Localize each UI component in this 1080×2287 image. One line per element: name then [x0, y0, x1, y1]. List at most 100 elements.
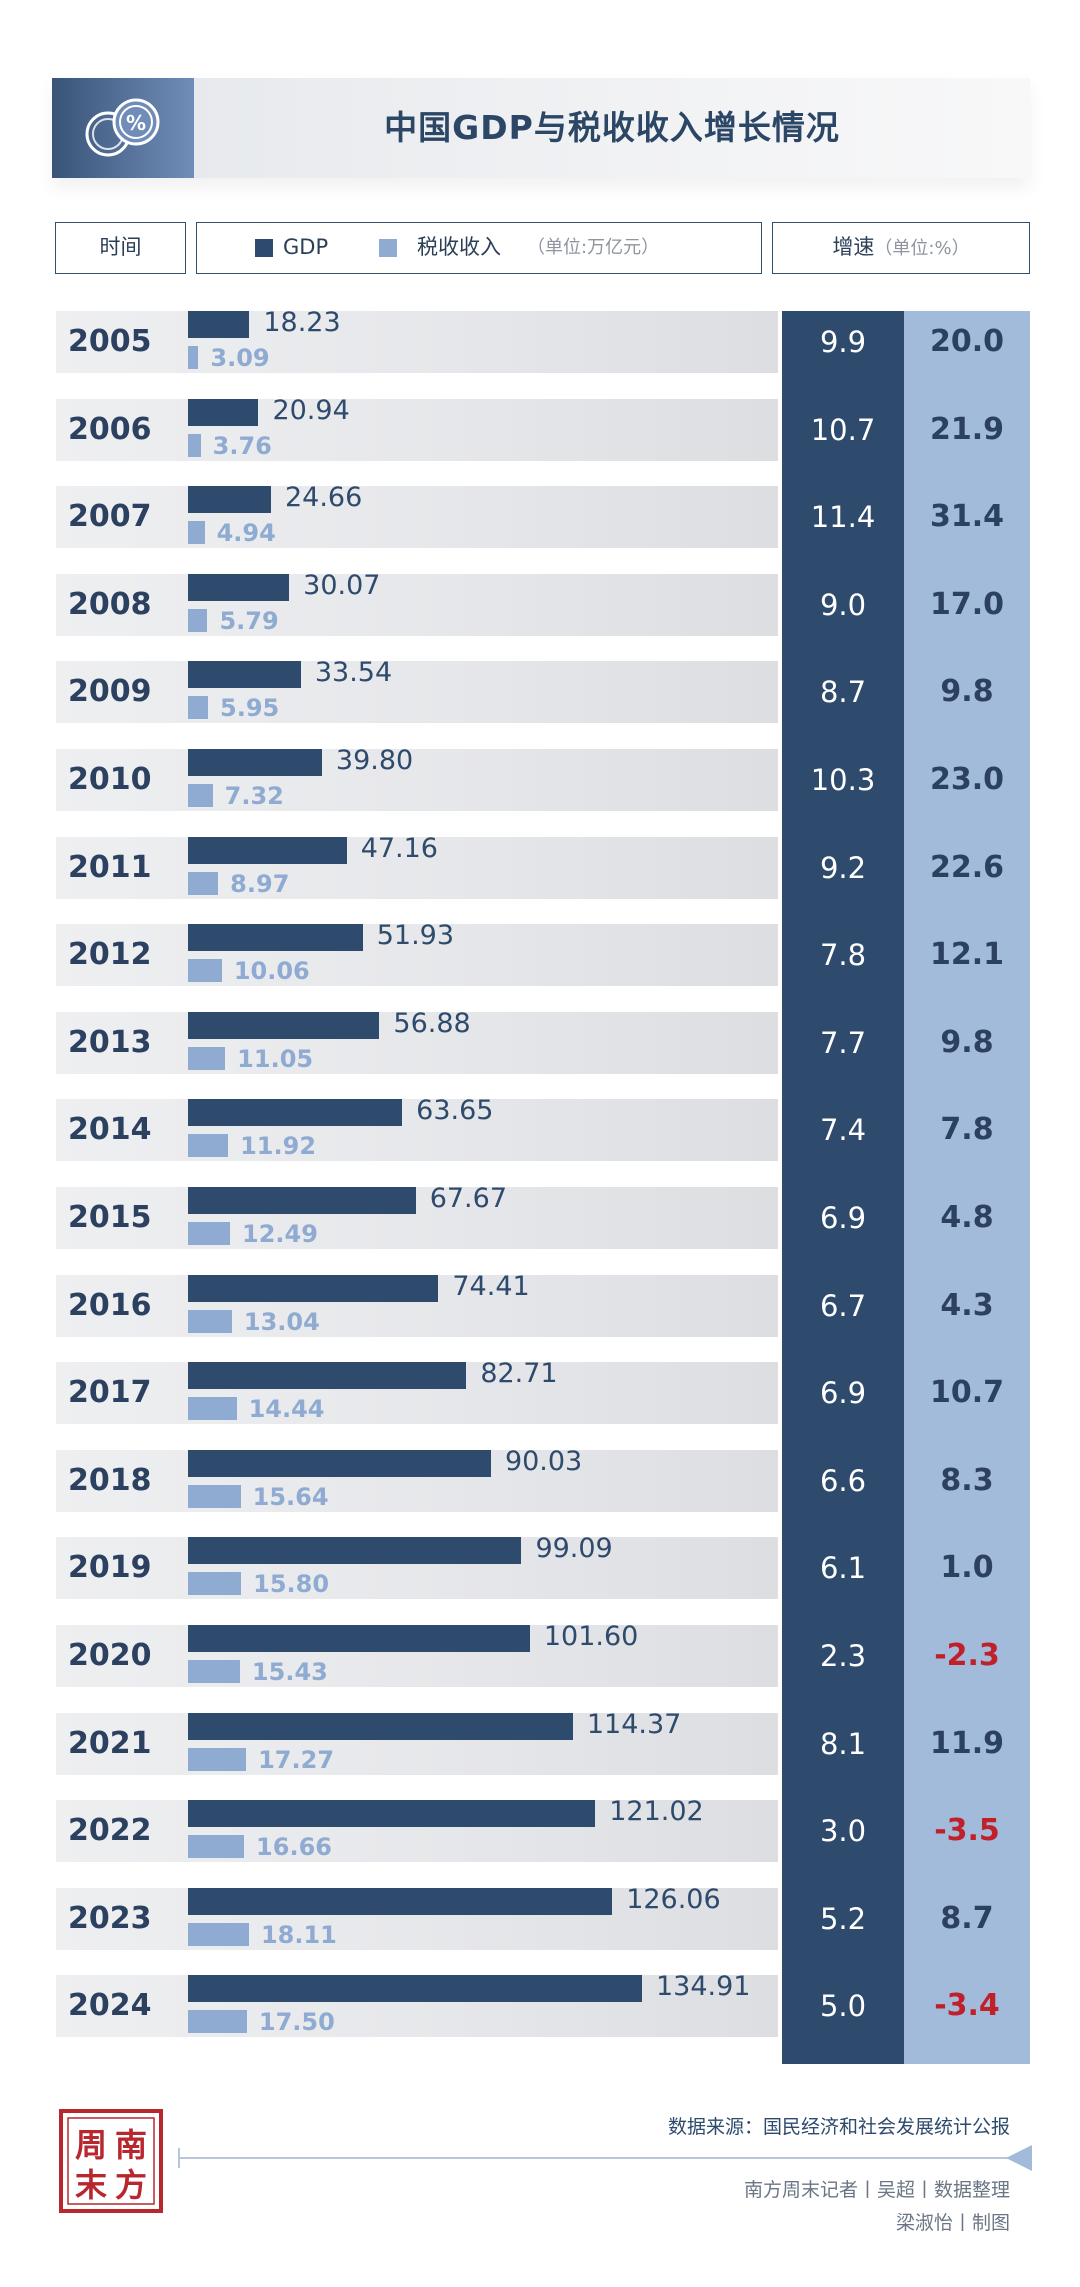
tax-bar [188, 1222, 231, 1245]
legend-tax-swatch [379, 239, 397, 257]
gdp-bar [188, 486, 271, 513]
tax-growth-value: -3.4 [934, 1988, 1000, 2023]
tax-bar [188, 1310, 232, 1333]
legend-tax-label: 税收收入 [417, 235, 501, 259]
gdp-growth-value: 6.7 [819, 1289, 867, 1323]
gdp-bar [188, 1012, 380, 1039]
tax-value-label: 15.43 [251, 1658, 328, 1686]
legend-gdp-label: GDP [283, 235, 329, 259]
svg-text:末: 末 [75, 2166, 107, 2204]
tax-bar [188, 1835, 245, 1858]
gdp-value-label: 67.67 [429, 1183, 507, 1214]
data-source: 数据来源：国民经济和社会发展统计公报 [667, 2116, 1010, 2138]
row-background [56, 311, 778, 373]
svg-text:%: % [126, 111, 146, 135]
tax-growth-value: 7.8 [940, 1112, 994, 1147]
year-label: 2023 [68, 1901, 152, 1936]
gdp-bar [188, 1537, 522, 1564]
speed-label: 增速 [832, 235, 875, 259]
gdp-value-label: 56.88 [393, 1008, 471, 1039]
svg-text:南: 南 [115, 2126, 147, 2164]
tax-bar [188, 1748, 247, 1771]
gdp-bar [188, 1975, 642, 2002]
year-label: 2011 [68, 850, 152, 885]
tax-value-label: 17.27 [258, 1746, 335, 1774]
gdp-growth-value: 6.9 [819, 1201, 867, 1235]
tax-bar [188, 1485, 241, 1508]
tax-growth-value: 20.0 [929, 324, 1005, 359]
year-label: 2013 [68, 1025, 152, 1060]
gdp-value-label: 134.91 [655, 1971, 751, 2002]
tax-bar [188, 784, 213, 807]
gdp-bar [188, 1450, 491, 1477]
year-label: 2024 [68, 1988, 152, 2023]
gdp-growth-value: 5.0 [819, 1989, 867, 2023]
tax-value-label: 11.92 [240, 1132, 317, 1160]
gdp-value-label: 101.60 [543, 1621, 639, 1652]
tax-growth-value: 9.8 [940, 1025, 994, 1060]
banner-icon-box: % [52, 78, 194, 178]
tax-value-label: 3.76 [212, 432, 272, 460]
gdp-growth-value: 9.2 [819, 851, 867, 885]
tax-growth-value: 12.1 [929, 937, 1005, 972]
row-background [56, 924, 778, 986]
tax-growth-value: -3.5 [934, 1813, 1000, 1848]
tax-growth-value: 9.8 [940, 674, 994, 709]
gdp-value-label: 74.41 [452, 1271, 530, 1302]
tax-bar [188, 2010, 247, 2033]
gdp-bar [188, 924, 363, 951]
gdp-value-label: 18.23 [263, 307, 341, 338]
gdp-bar [188, 837, 347, 864]
year-label: 2020 [68, 1638, 152, 1673]
year-label: 2005 [68, 324, 152, 359]
gdp-value-label: 121.02 [609, 1796, 704, 1827]
tax-value-label: 4.94 [216, 519, 276, 547]
gdp-bar [188, 1275, 439, 1302]
gdp-bar [188, 749, 322, 776]
gdp-growth-value: 11.4 [810, 500, 876, 534]
legend-unit: （单位:万亿元） [527, 237, 660, 258]
tax-bar [188, 1660, 240, 1683]
gdp-growth-value: 10.3 [810, 763, 876, 797]
gdp-bar [188, 1187, 416, 1214]
gdp-bar [188, 661, 301, 688]
gdp-growth-value: 6.1 [819, 1551, 867, 1585]
page-title: 中国GDP与税收收入增长情况 [384, 108, 840, 147]
gdp-growth-value: 3.0 [819, 1814, 867, 1848]
gdp-growth-value: 5.2 [819, 1902, 867, 1936]
tax-value-label: 5.95 [220, 694, 280, 722]
gdp-value-label: 63.65 [416, 1095, 494, 1126]
tax-growth-value: 31.4 [929, 499, 1005, 534]
tax-value-label: 8.97 [230, 870, 290, 898]
tax-bar [188, 872, 219, 895]
tax-growth-value: 4.8 [940, 1200, 994, 1235]
tax-value-label: 7.32 [224, 782, 284, 810]
tax-value-label: 18.11 [260, 1921, 337, 1949]
tax-bar [188, 1047, 226, 1070]
gdp-value-label: 30.07 [303, 570, 381, 601]
tax-growth-value: 10.7 [929, 1375, 1005, 1410]
row-background [56, 661, 778, 723]
tax-value-label: 12.49 [242, 1220, 318, 1248]
tax-growth-column [904, 311, 1030, 2064]
credit-reporter: 南方周末记者丨吴超丨数据整理 [743, 2179, 1010, 2201]
year-label: 2014 [68, 1112, 152, 1147]
tax-growth-value: -2.3 [934, 1638, 1000, 1673]
gdp-growth-value: 8.1 [819, 1727, 867, 1761]
row-background [56, 574, 778, 636]
tax-bar [188, 346, 199, 369]
tax-growth-value: 1.0 [940, 1550, 994, 1585]
tax-bar [188, 959, 222, 982]
legend-gdp-swatch [255, 239, 273, 257]
gdp-bar [188, 1625, 530, 1652]
year-label: 2008 [68, 587, 152, 622]
year-label: 2007 [68, 499, 152, 534]
coin-percent-icon: % [85, 98, 160, 157]
title-banner: % 中国GDP与税收收入增长情况 [52, 78, 1030, 178]
gdp-value-label: 51.93 [376, 920, 455, 951]
tax-bar [188, 696, 209, 719]
gdp-value-label: 114.37 [586, 1709, 682, 1740]
year-label: 2010 [68, 762, 152, 797]
gdp-value-label: 39.80 [335, 745, 414, 776]
year-label: 2018 [68, 1463, 152, 1498]
